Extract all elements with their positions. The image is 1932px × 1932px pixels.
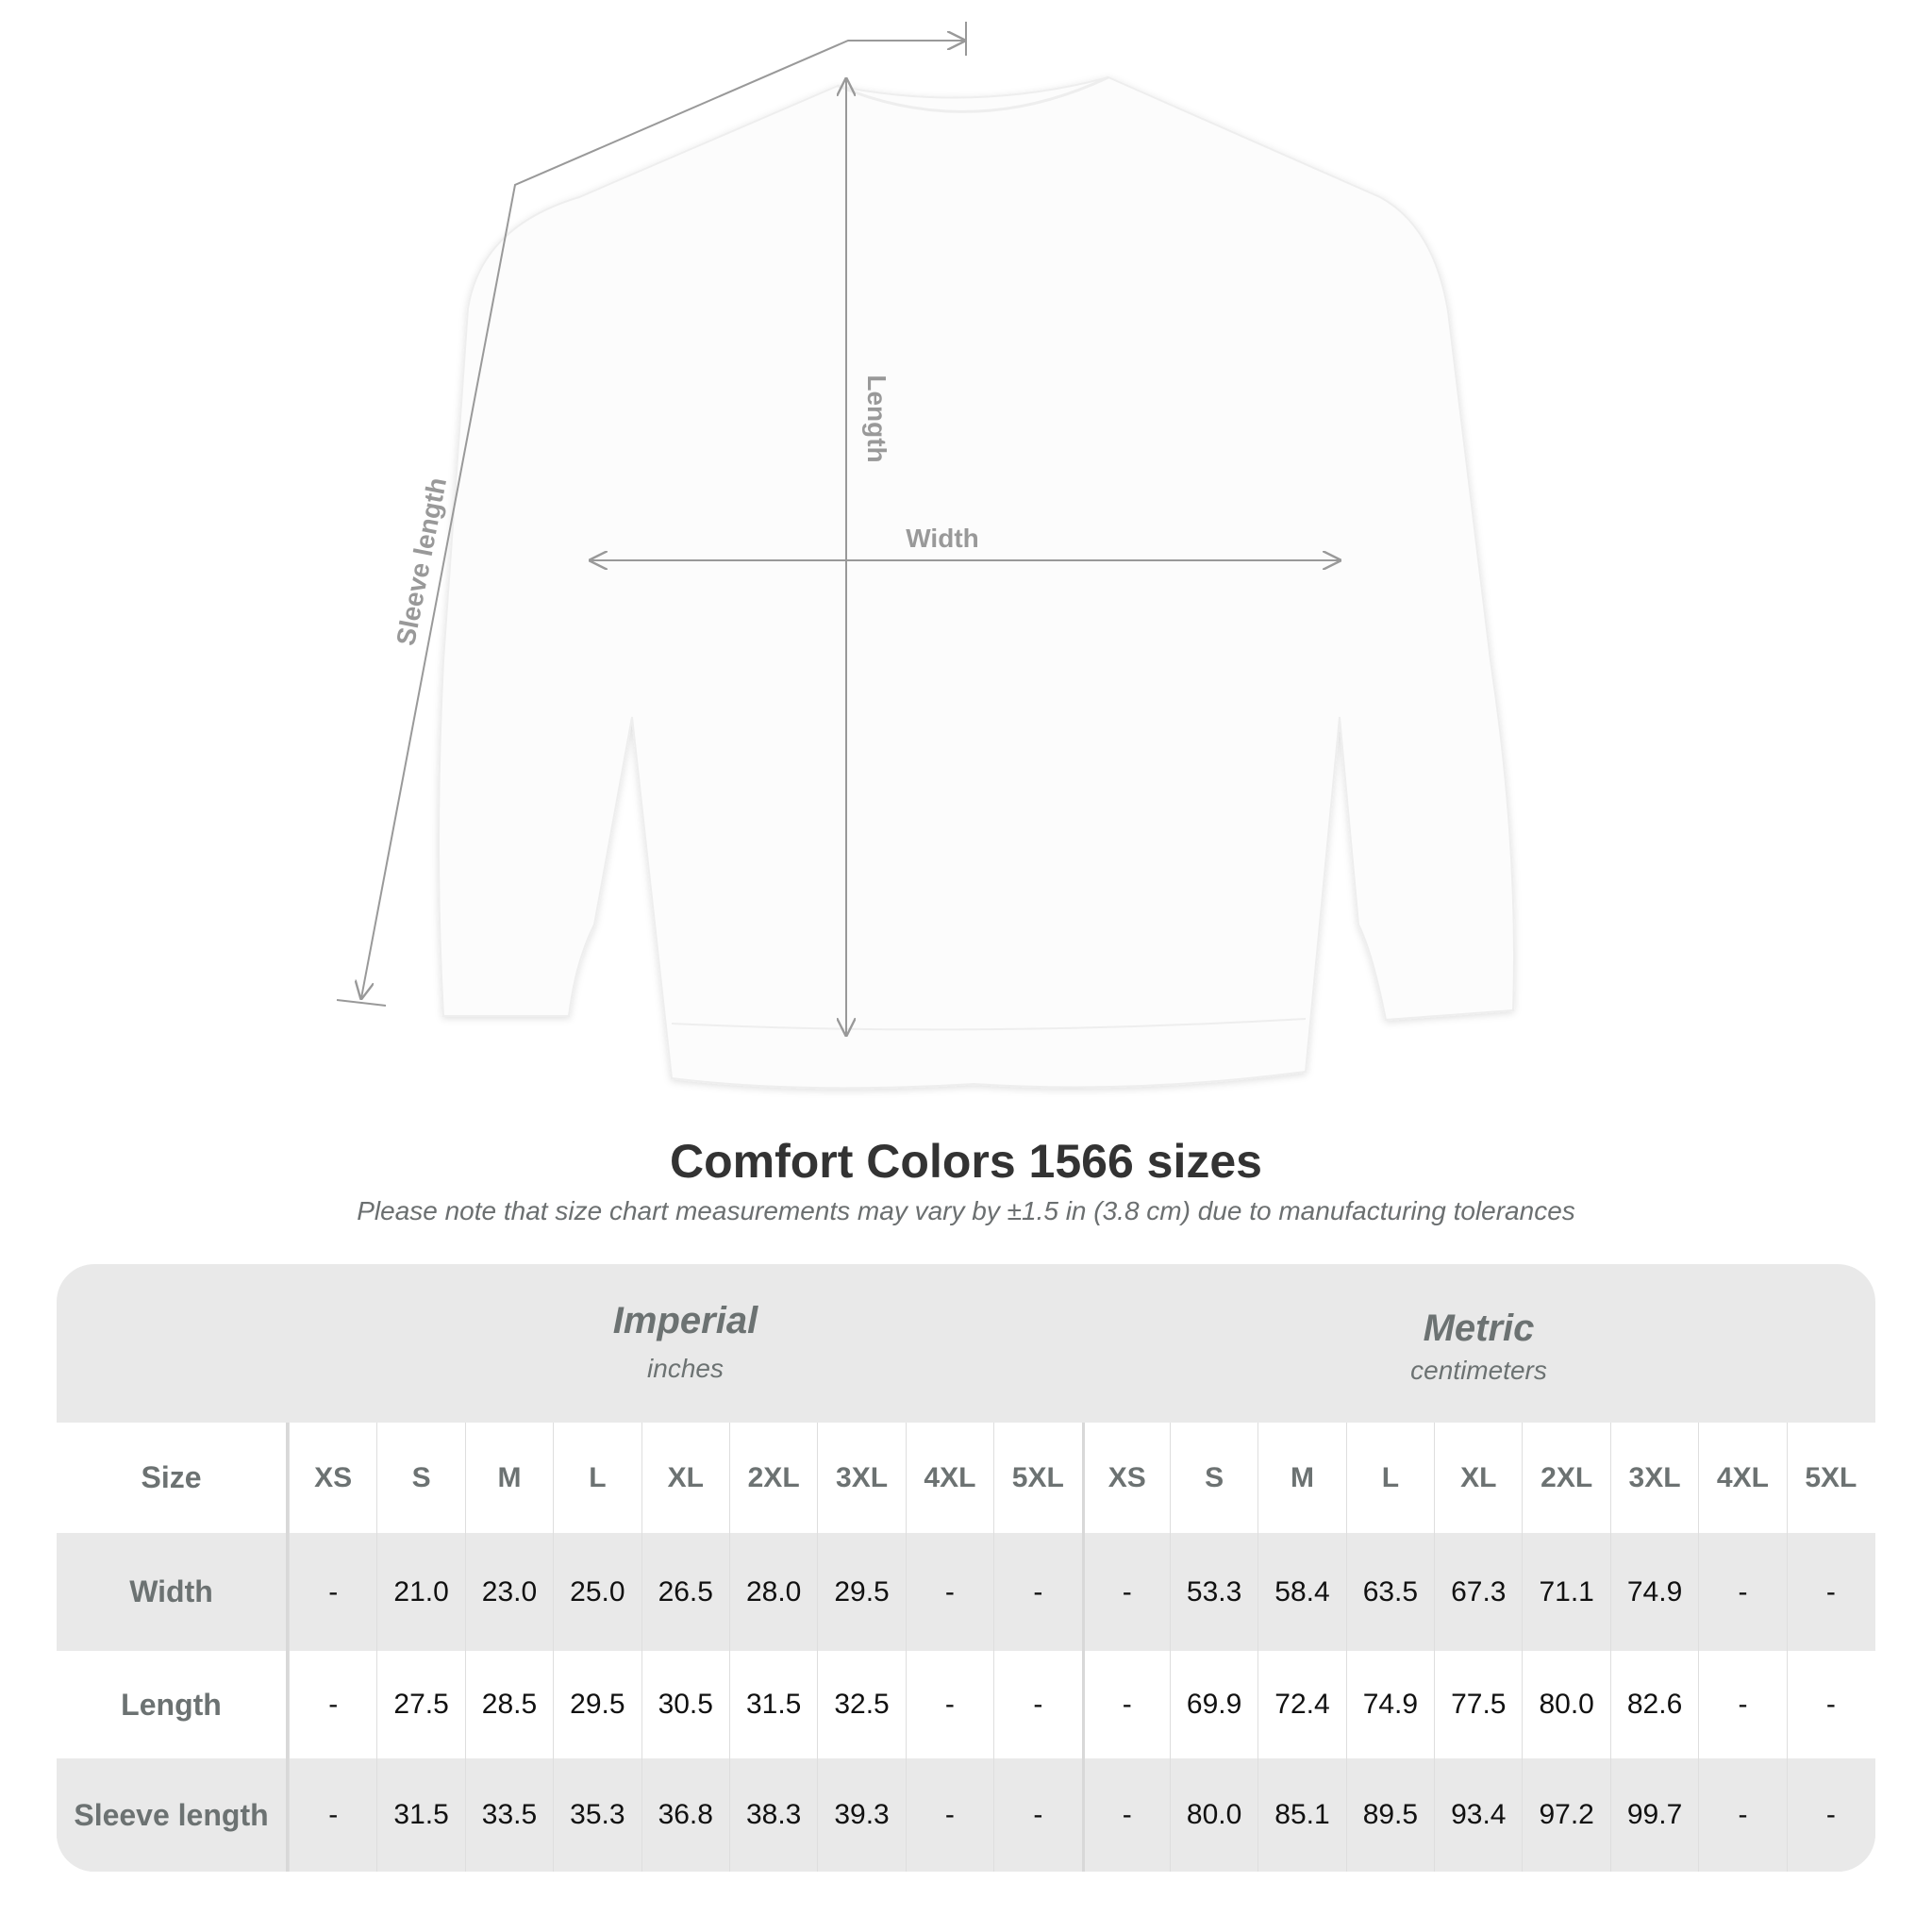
metric-cell: 77.5	[1434, 1651, 1522, 1758]
metric-cell: L	[1345, 1423, 1434, 1533]
metric-cell: -	[1698, 1651, 1786, 1758]
imperial-title: Imperial	[612, 1300, 758, 1341]
table-row: Width -21.0 23.0 25.0 26.5 28.0 29.5- - -53.3 58.…	[57, 1533, 1875, 1651]
imperial-cell: 36.8	[641, 1758, 729, 1872]
imperial-cell: 30.5	[641, 1651, 729, 1758]
tolerance-note: Please note that size chart measurements…	[357, 1196, 1575, 1225]
row-label: Width	[57, 1533, 289, 1651]
imperial-cell: 33.5	[464, 1758, 553, 1872]
metric-cell: 85.1	[1257, 1758, 1345, 1872]
imperial-cell: 31.5	[728, 1651, 817, 1758]
metric-cell: -	[1081, 1651, 1170, 1758]
metric-cell: 97.2	[1522, 1758, 1609, 1872]
imperial-cell: S	[376, 1423, 464, 1533]
metric-cell: 53.3	[1169, 1533, 1257, 1651]
metric-cell: XS	[1081, 1423, 1170, 1533]
metric-header: Metric centimeters	[1082, 1264, 1875, 1423]
metric-cell: M	[1257, 1423, 1345, 1533]
imperial-cell: -	[905, 1533, 993, 1651]
imperial-cell: -	[289, 1651, 376, 1758]
metric-title: Metric	[1423, 1307, 1535, 1349]
length-label: Length	[862, 375, 891, 462]
imperial-cell: 29.5	[553, 1651, 641, 1758]
metric-cell: 74.9	[1609, 1533, 1698, 1651]
metric-cell: 80.0	[1522, 1651, 1609, 1758]
imperial-cell: 25.0	[553, 1533, 641, 1651]
imperial-cell: 5XL	[993, 1423, 1081, 1533]
imperial-cell: 28.0	[728, 1533, 817, 1651]
imperial-cell: XS	[289, 1423, 376, 1533]
imperial-cell: 29.5	[817, 1533, 905, 1651]
width-label: Width	[906, 524, 979, 553]
metric-cell: 74.9	[1345, 1651, 1434, 1758]
imperial-cell: 21.0	[376, 1533, 464, 1651]
size-table: Imperial inches Metric centimeters Size X…	[57, 1264, 1875, 1872]
metric-cell: 2XL	[1522, 1423, 1609, 1533]
metric-cell: 82.6	[1609, 1651, 1698, 1758]
metric-cell: -	[1786, 1651, 1874, 1758]
imperial-cell: -	[905, 1758, 993, 1872]
metric-cell: S	[1169, 1423, 1257, 1533]
table-row: Sleeve length -31.5 33.5 35.3 36.8 38.3 39.3- -…	[57, 1758, 1875, 1872]
metric-cell: 3XL	[1609, 1423, 1698, 1533]
metric-cell: -	[1081, 1758, 1170, 1872]
imperial-cell: -	[289, 1758, 376, 1872]
imperial-cell: 4XL	[905, 1423, 993, 1533]
sweatshirt-shape	[438, 75, 1515, 1090]
metric-cell: -	[1786, 1533, 1874, 1651]
imperial-cell: L	[553, 1423, 641, 1533]
metric-cell: 80.0	[1169, 1758, 1257, 1872]
imperial-cell: 38.3	[728, 1758, 817, 1872]
row-label: Length	[57, 1651, 289, 1758]
metric-cell: 5XL	[1786, 1423, 1874, 1533]
metric-cell: 4XL	[1698, 1423, 1786, 1533]
table-row: Length -27.5 28.5 29.5 30.5 31.5 32.5- - -69.9 72…	[57, 1651, 1875, 1758]
metric-cell: 93.4	[1434, 1758, 1522, 1872]
imperial-cell: -	[289, 1533, 376, 1651]
imperial-cell: -	[905, 1651, 993, 1758]
imperial-cell: 28.5	[464, 1651, 553, 1758]
imperial-header: Imperial inches	[289, 1264, 1082, 1423]
imperial-cell: M	[464, 1423, 553, 1533]
imperial-cell: XL	[641, 1423, 729, 1533]
metric-cell: 99.7	[1609, 1758, 1698, 1872]
imperial-cell: 35.3	[553, 1758, 641, 1872]
imperial-unit: inches	[647, 1354, 724, 1383]
metric-cell: 89.5	[1345, 1758, 1434, 1872]
row-label: Sleeve length	[57, 1758, 289, 1872]
metric-cell: 72.4	[1257, 1651, 1345, 1758]
imperial-cell: 2XL	[728, 1423, 817, 1533]
imperial-cell: 39.3	[817, 1758, 905, 1872]
imperial-cell: 3XL	[817, 1423, 905, 1533]
metric-cell: -	[1081, 1533, 1170, 1651]
metric-cell: XL	[1434, 1423, 1522, 1533]
metric-cell: 63.5	[1345, 1533, 1434, 1651]
imperial-cell: 31.5	[376, 1758, 464, 1872]
metric-cell: 67.3	[1434, 1533, 1522, 1651]
metric-cell: 69.9	[1169, 1651, 1257, 1758]
metric-unit: centimeters	[1410, 1356, 1547, 1385]
metric-cell: -	[1698, 1533, 1786, 1651]
sweatshirt-illustration: Width Length Sleeve length	[336, 22, 1515, 1090]
row-label: Size	[57, 1423, 289, 1533]
imperial-cell: -	[993, 1651, 1081, 1758]
metric-cell: -	[1698, 1758, 1786, 1872]
metric-cell: 71.1	[1522, 1533, 1609, 1651]
imperial-cell: 27.5	[376, 1651, 464, 1758]
imperial-cell: -	[993, 1758, 1081, 1872]
page-title: Comfort Colors 1566 sizes	[670, 1135, 1262, 1188]
size-header-row: Size XS S M L XL 2XL 3XL 4XL 5XL XS S M L XL 2XL 3XL 4XL 5…	[57, 1423, 1875, 1533]
metric-cell: -	[1786, 1758, 1874, 1872]
imperial-cell: 23.0	[464, 1533, 553, 1651]
imperial-cell: -	[993, 1533, 1081, 1651]
sleeve-length-label: Sleeve length	[391, 475, 452, 648]
imperial-cell: 32.5	[817, 1651, 905, 1758]
metric-cell: 58.4	[1257, 1533, 1345, 1651]
imperial-cell: 26.5	[641, 1533, 729, 1651]
sleeve-measure-line	[361, 41, 964, 998]
